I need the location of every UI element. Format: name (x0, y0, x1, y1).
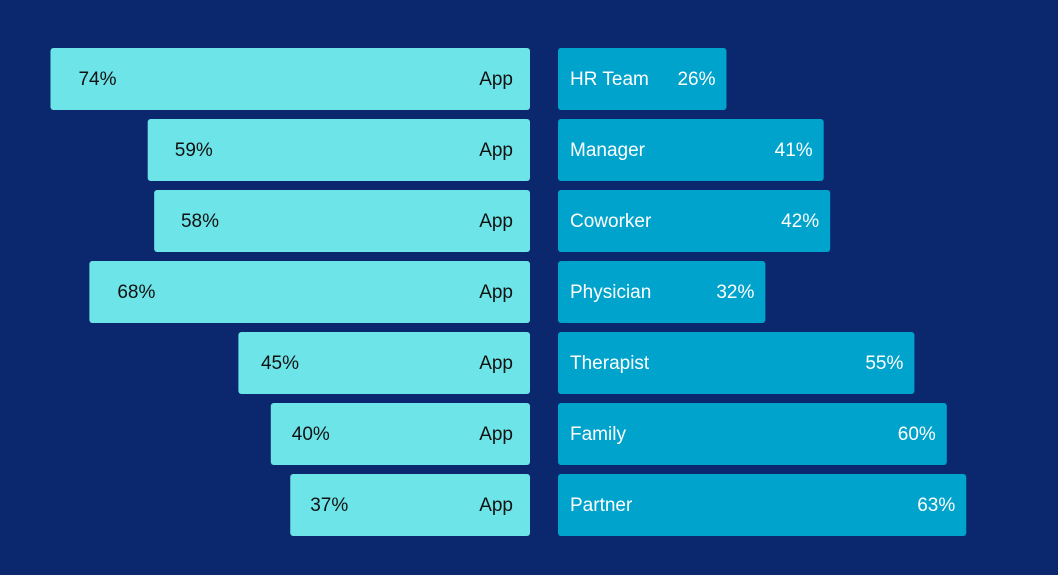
bar (558, 190, 831, 252)
bar (89, 261, 531, 323)
bar (154, 190, 530, 252)
value-label: 58% (181, 211, 219, 232)
value-label: 68% (117, 282, 155, 303)
value-label: 40% (292, 424, 330, 445)
bar (558, 48, 727, 110)
value-label: 26% (677, 69, 715, 90)
value-label: 45% (261, 353, 299, 374)
value-label: 60% (898, 424, 936, 445)
value-label: 55% (865, 353, 903, 374)
series-label: App (479, 69, 513, 90)
series-label: App (479, 140, 513, 161)
value-label: 37% (310, 495, 348, 516)
bar (50, 48, 530, 110)
bar (558, 474, 967, 536)
bar (147, 119, 530, 181)
bar (558, 332, 915, 394)
value-label: 32% (716, 282, 754, 303)
bar (558, 403, 947, 465)
bar (238, 332, 530, 394)
value-label: 41% (775, 140, 813, 161)
series-label: App (479, 424, 513, 445)
value-label: 59% (175, 140, 213, 161)
series-label: App (479, 353, 513, 374)
bar (270, 403, 530, 465)
category-label: HR Team (570, 69, 649, 90)
category-label: Partner (570, 495, 633, 516)
bar (558, 119, 824, 181)
series-label: App (479, 495, 513, 516)
category-label: Therapist (570, 353, 650, 374)
category-label: Family (570, 424, 626, 445)
value-label: 42% (781, 211, 819, 232)
bar (290, 474, 530, 536)
value-label: 74% (78, 69, 116, 90)
category-label: Manager (570, 140, 646, 161)
category-label: Physician (570, 282, 651, 303)
bar (558, 261, 766, 323)
series-label: App (479, 282, 513, 303)
series-label: App (479, 211, 513, 232)
value-label: 63% (917, 495, 955, 516)
category-label: Coworker (570, 211, 652, 232)
